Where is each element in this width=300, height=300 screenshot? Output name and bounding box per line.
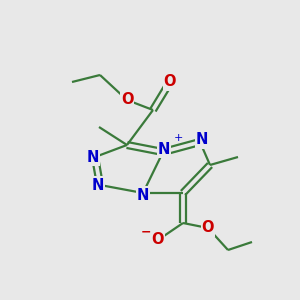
Text: −: − [141, 226, 151, 238]
Text: N: N [137, 188, 149, 202]
Text: O: O [202, 220, 214, 236]
Text: N: N [92, 178, 104, 193]
Text: O: O [164, 74, 176, 89]
Text: N: N [158, 142, 170, 157]
Text: O: O [121, 92, 133, 107]
Text: N: N [196, 133, 208, 148]
Text: +: + [173, 133, 183, 143]
Text: O: O [152, 232, 164, 247]
Text: N: N [87, 149, 99, 164]
